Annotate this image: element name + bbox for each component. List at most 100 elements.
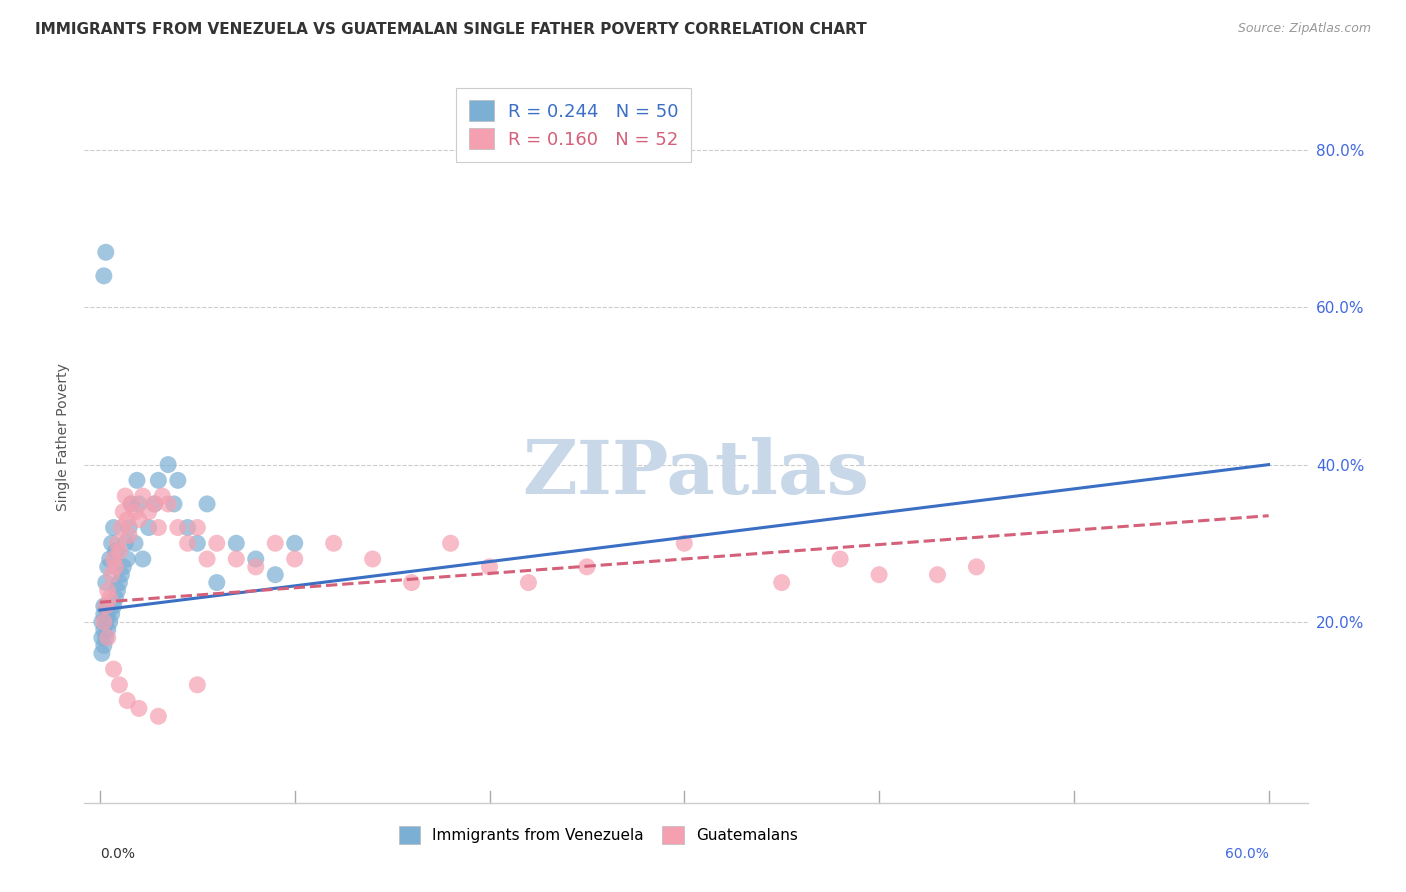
Immigrants from Venezuela [166,473,188,487]
Immigrants from Venezuela [163,497,186,511]
Immigrants from Venezuela [225,536,247,550]
Immigrants from Venezuela [94,631,117,645]
Immigrants from Venezuela [132,552,155,566]
Immigrants from Venezuela [176,520,198,534]
Immigrants from Venezuela [94,599,117,614]
Guatemalans [361,552,384,566]
Immigrants from Venezuela [97,607,120,621]
Immigrants from Venezuela [195,497,218,511]
Guatemalans [770,575,793,590]
Guatemalans [401,575,423,590]
Immigrants from Venezuela [115,552,138,566]
Guatemalans [517,575,540,590]
Guatemalans [120,497,142,511]
Guatemalans [186,678,208,692]
Guatemalans [148,709,170,723]
Immigrants from Venezuela [138,520,160,534]
Text: Source: ZipAtlas.com: Source: ZipAtlas.com [1237,22,1371,36]
Immigrants from Venezuela [93,639,115,653]
Guatemalans [264,536,287,550]
Guatemalans [97,583,120,598]
Immigrants from Venezuela [90,615,112,629]
Guatemalans [97,631,120,645]
Guatemalans [157,497,180,511]
Guatemalans [98,591,121,606]
Guatemalans [107,536,129,550]
Guatemalans [112,505,135,519]
Guatemalans [108,544,131,558]
Guatemalans [114,489,136,503]
Guatemalans [124,505,146,519]
Immigrants from Venezuela [124,536,146,550]
Immigrants from Venezuela [97,559,120,574]
Guatemalans [115,513,138,527]
Guatemalans [195,552,218,566]
Guatemalans [128,701,150,715]
Immigrants from Venezuela [114,536,136,550]
Immigrants from Venezuela [108,575,131,590]
Guatemalans [93,615,115,629]
Guatemalans [205,536,228,550]
Immigrants from Venezuela [94,575,117,590]
Guatemalans [868,567,890,582]
Immigrants from Venezuela [93,607,115,621]
Guatemalans [284,552,307,566]
Text: 0.0%: 0.0% [100,847,135,861]
Guatemalans [128,513,150,527]
Guatemalans [186,520,208,534]
Guatemalans [138,505,160,519]
Immigrants from Venezuela [120,497,142,511]
Guatemalans [927,567,949,582]
Immigrants from Venezuela [93,268,115,283]
Immigrants from Venezuela [93,599,115,614]
Guatemalans [673,536,696,550]
Immigrants from Venezuela [205,575,228,590]
Immigrants from Venezuela [90,646,112,660]
Immigrants from Venezuela [148,473,170,487]
Immigrants from Venezuela [143,497,166,511]
Guatemalans [150,489,173,503]
Immigrants from Venezuela [110,567,132,582]
Immigrants from Venezuela [284,536,307,550]
Guatemalans [103,552,125,566]
Immigrants from Venezuela [107,583,129,598]
Immigrants from Venezuela [97,623,120,637]
Guatemalans [110,520,132,534]
Immigrants from Venezuela [112,559,135,574]
Guatemalans [108,678,131,692]
Immigrants from Venezuela [245,552,267,566]
Guatemalans [225,552,247,566]
Y-axis label: Single Father Poverty: Single Father Poverty [56,363,70,511]
Guatemalans [439,536,461,550]
Immigrants from Venezuela [100,607,122,621]
Guatemalans [965,559,987,574]
Immigrants from Venezuela [103,520,125,534]
Guatemalans [115,693,138,707]
Guatemalans [100,567,122,582]
Immigrants from Venezuela [157,458,180,472]
Immigrants from Venezuela [104,591,127,606]
Immigrants from Venezuela [98,552,121,566]
Immigrants from Venezuela [264,567,287,582]
Immigrants from Venezuela [94,245,117,260]
Legend: Immigrants from Venezuela, Guatemalans: Immigrants from Venezuela, Guatemalans [392,820,804,850]
Immigrants from Venezuela [118,520,141,534]
Immigrants from Venezuela [186,536,208,550]
Immigrants from Venezuela [104,544,127,558]
Immigrants from Venezuela [125,473,148,487]
Guatemalans [104,559,127,574]
Immigrants from Venezuela [98,615,121,629]
Guatemalans [176,536,198,550]
Guatemalans [103,662,125,676]
Immigrants from Venezuela [100,536,122,550]
Immigrants from Venezuela [90,631,112,645]
Immigrants from Venezuela [93,623,115,637]
Guatemalans [245,559,267,574]
Guatemalans [575,559,598,574]
Guatemalans [478,559,501,574]
Immigrants from Venezuela [103,599,125,614]
Guatemalans [143,497,166,511]
Immigrants from Venezuela [128,497,150,511]
Guatemalans [132,489,155,503]
Guatemalans [148,520,170,534]
